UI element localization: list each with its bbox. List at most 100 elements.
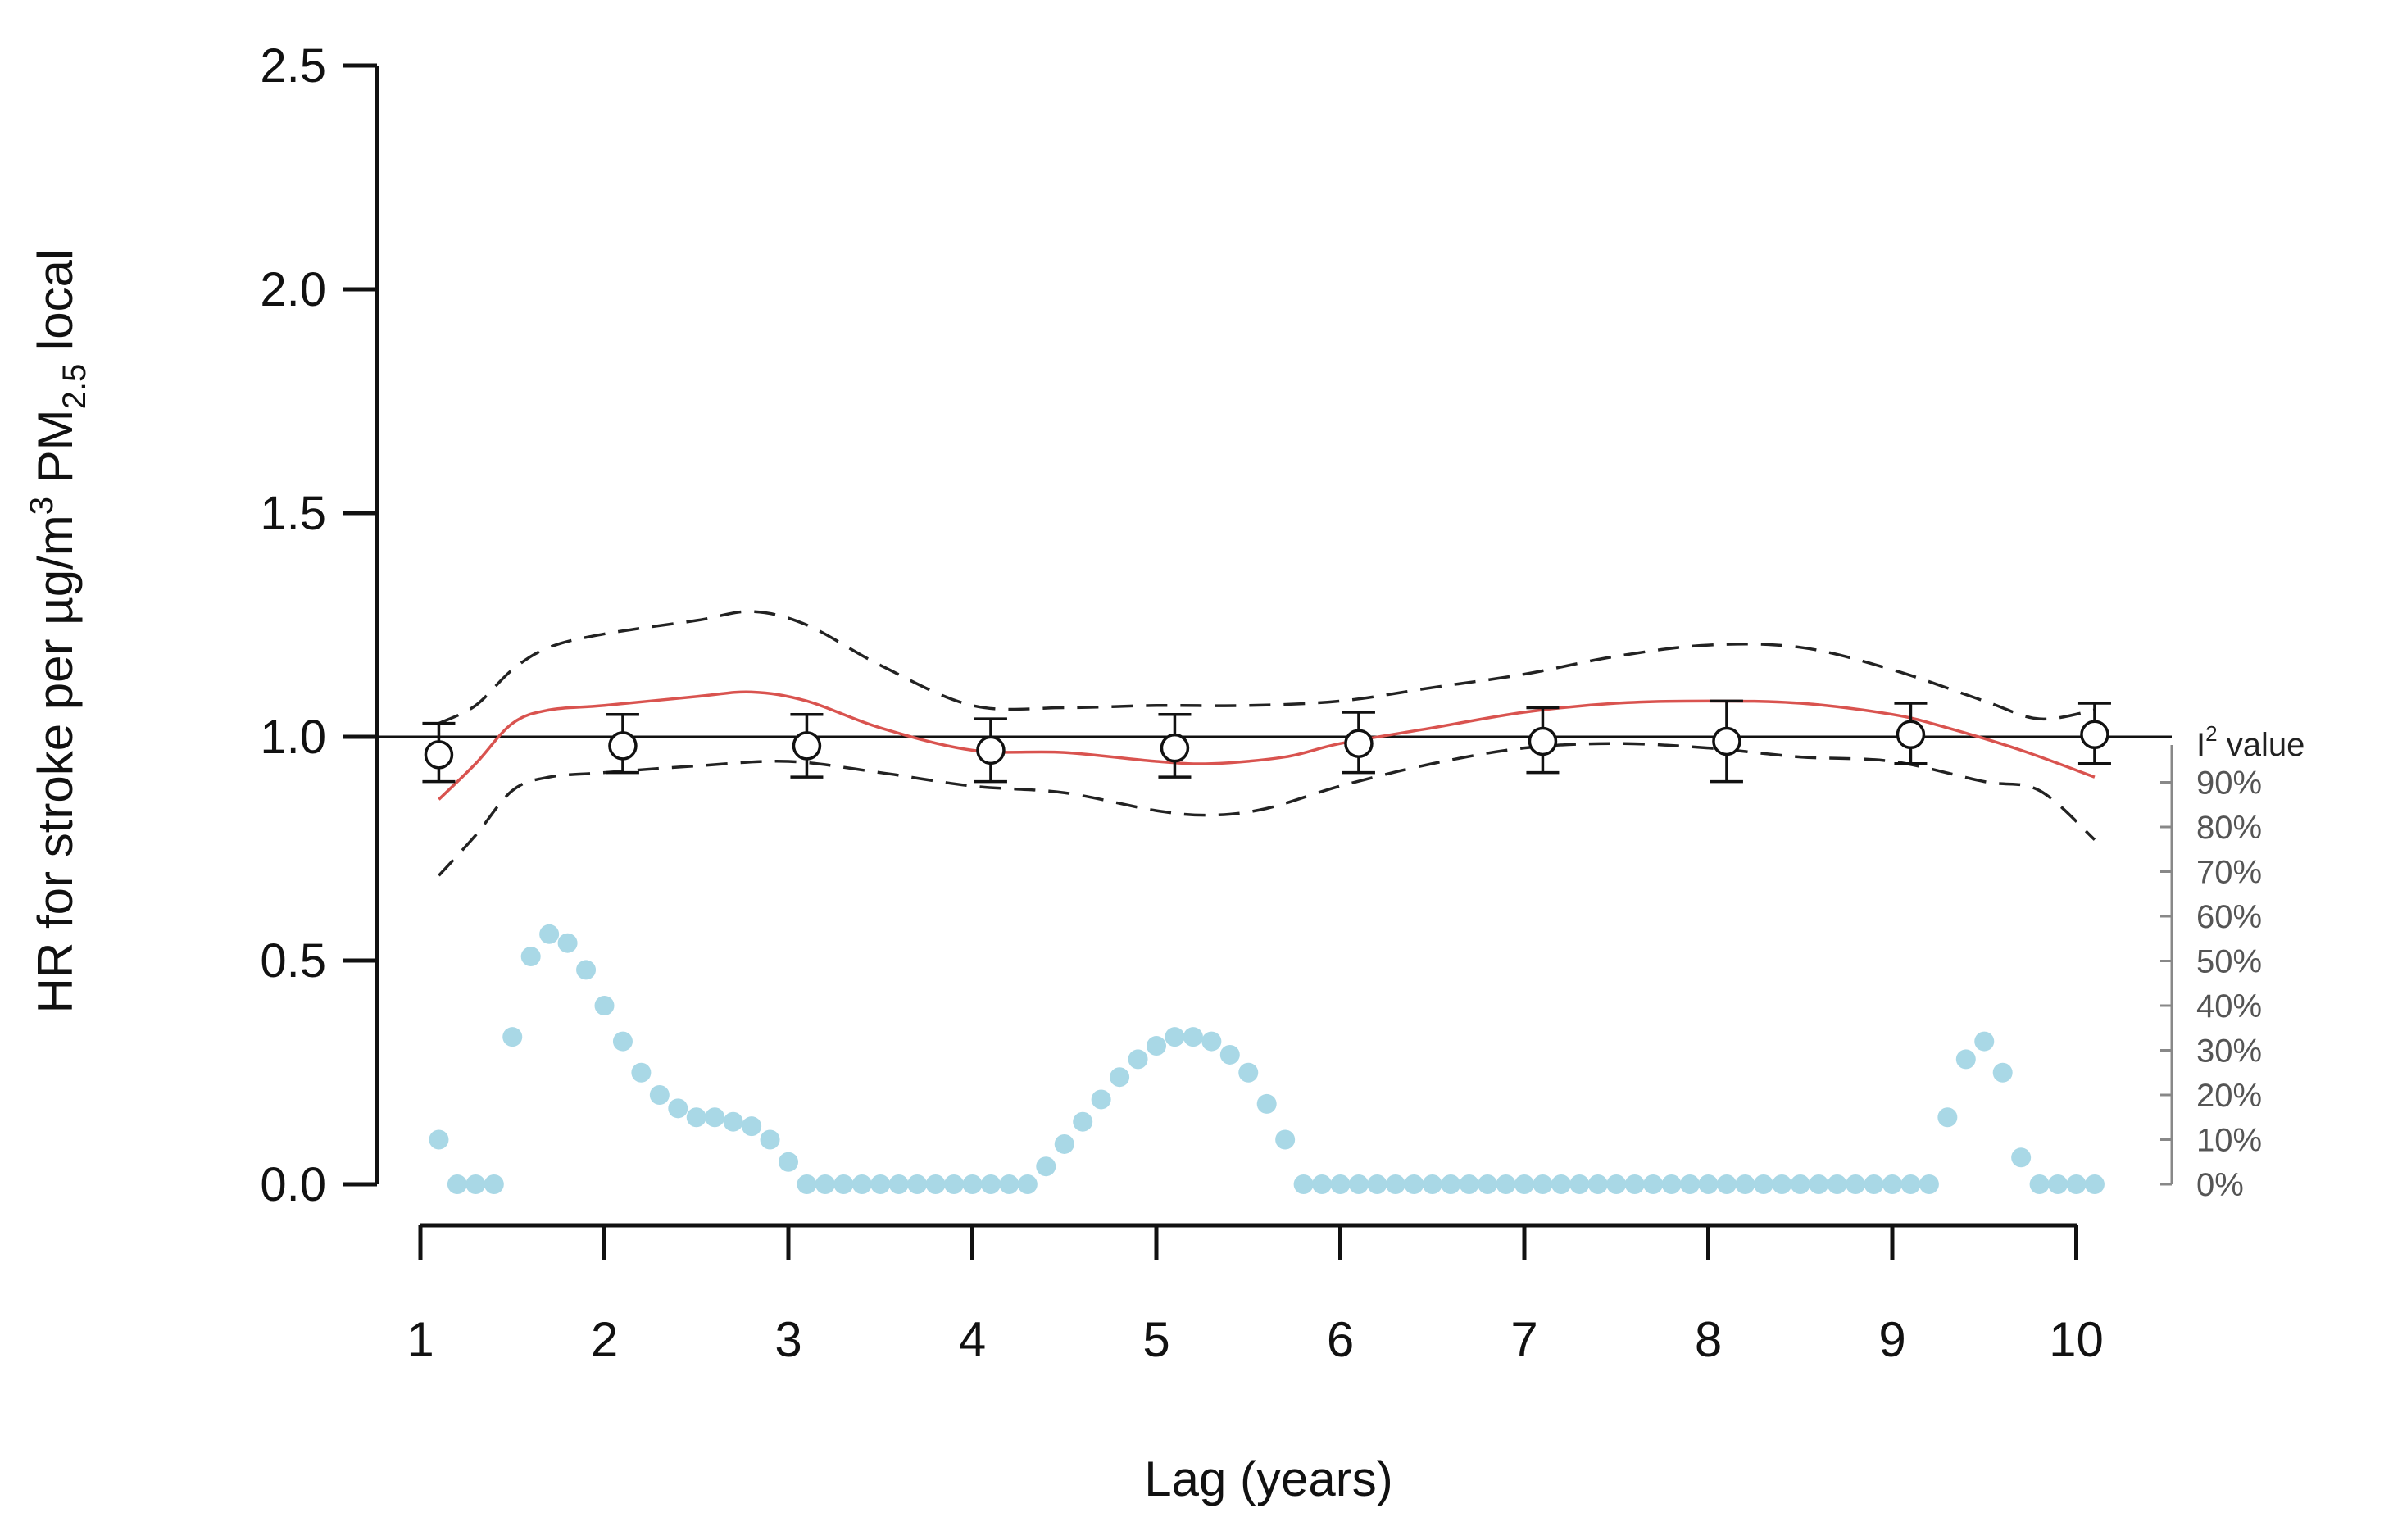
i2-point [1551, 1174, 1571, 1194]
i2-point [980, 1174, 1001, 1194]
i2-point [447, 1174, 467, 1194]
i2-point [723, 1111, 743, 1132]
right-axis-title-sup: 2 [2205, 721, 2217, 746]
i2-point [2066, 1174, 2087, 1194]
right-tick-label: 40% [2196, 988, 2262, 1024]
estimate-point [1342, 711, 1375, 775]
estimate-marker [976, 735, 1006, 765]
i2-point [999, 1174, 1019, 1194]
i2-point [760, 1129, 780, 1150]
i2-point [612, 1031, 633, 1052]
estimate-marker [2080, 720, 2109, 750]
i2-point [1846, 1174, 1866, 1194]
right-axis-title: I2 value [2196, 721, 2305, 763]
estimate-point [1158, 712, 1192, 779]
i2-point [1992, 1062, 2013, 1083]
estimate-point [974, 717, 1007, 784]
i2-point [2084, 1174, 2105, 1194]
x-tick-label: 1 [406, 1312, 434, 1367]
estimate-point [422, 721, 456, 784]
i2-point [1404, 1174, 1424, 1194]
i2-point [944, 1174, 965, 1194]
x-tick-label: 9 [1878, 1312, 1905, 1367]
y-tick-label: 1.0 [260, 711, 326, 764]
right-tick-label: 60% [2196, 899, 2262, 935]
i2-point [1661, 1174, 1682, 1194]
i2-point [1827, 1174, 1847, 1194]
i2-point [668, 1098, 688, 1119]
smoothed-estimate-line [438, 690, 2096, 801]
y-axis-title-middle: PM [28, 409, 83, 497]
i2-point [649, 1085, 670, 1105]
i2-point [1073, 1111, 1093, 1132]
i2-point [1478, 1174, 1498, 1194]
i2-point [851, 1174, 872, 1194]
i2-point [1128, 1049, 1148, 1070]
i2-point [1753, 1174, 1773, 1194]
i2-point [1348, 1174, 1369, 1194]
i2-point [1735, 1174, 1755, 1194]
point-estimates [422, 699, 2111, 784]
right-tick-label: 0% [2196, 1167, 2244, 1203]
y-axis-title: HR for stroke per µg/m3 PM2.5 local [24, 249, 93, 1014]
i2-point [1955, 1049, 1976, 1070]
i2-point [1017, 1174, 1038, 1194]
i2-point [1882, 1174, 1902, 1194]
upper-confidence-line [438, 610, 2096, 725]
estimate-marker [1344, 729, 1374, 758]
y-tick-label: 2.5 [260, 39, 326, 93]
i2-point [797, 1174, 817, 1194]
i2-point [1716, 1174, 1737, 1194]
i2-point [1514, 1174, 1534, 1194]
i2-point [1496, 1174, 1516, 1194]
i2-point [2011, 1147, 2032, 1168]
right-tick-label: 30% [2196, 1033, 2262, 1070]
y-tick-label: 0.5 [260, 934, 326, 988]
i2-point [705, 1107, 725, 1128]
i2-points [429, 924, 2105, 1194]
estimate-marker [1896, 720, 1926, 750]
i2-point [1238, 1062, 1259, 1083]
x-tick-label: 8 [1695, 1312, 1722, 1367]
i2-point [631, 1062, 652, 1083]
i2-point [557, 933, 578, 953]
x-tick-label: 5 [1142, 1312, 1169, 1367]
i2-point [1275, 1129, 1296, 1150]
i2-point [1680, 1174, 1701, 1194]
i2-point [1091, 1089, 1111, 1110]
y-tick-label: 1.5 [260, 487, 326, 540]
i2-point [539, 924, 560, 944]
y-axis-title-sup: 3 [24, 497, 60, 515]
x-axis-title: Lag (years) [1144, 1451, 1392, 1506]
right-axis-title-rest: value [2218, 727, 2305, 763]
i2-point [1624, 1174, 1645, 1194]
i2-point [1900, 1174, 1921, 1194]
y-axis-title-prefix: HR for stroke per µg/m [28, 515, 83, 1013]
i2-point [870, 1174, 891, 1194]
right-tick-label: 70% [2196, 855, 2262, 891]
i2-point [888, 1174, 909, 1194]
i2-point [594, 996, 615, 1015]
i2-point [1441, 1174, 1461, 1194]
x-tick-label: 7 [1510, 1312, 1537, 1367]
i2-point [465, 1174, 486, 1194]
i2-point [1809, 1174, 1829, 1194]
i2-point [1312, 1174, 1333, 1194]
i2-point [1367, 1174, 1387, 1194]
i2-point [1587, 1174, 1608, 1194]
i2-point [429, 1129, 449, 1150]
y-tick-label: 0.0 [260, 1158, 326, 1211]
right-tick-label: 10% [2196, 1123, 2262, 1159]
i2-point [1864, 1174, 1884, 1194]
right-axis-title-main: I [2196, 727, 2205, 763]
right-tick-label: 90% [2196, 765, 2262, 802]
x-tick-label: 4 [959, 1312, 986, 1367]
estimate-point [1894, 702, 1928, 765]
i2-point [1643, 1174, 1664, 1194]
i2-point [1330, 1174, 1351, 1194]
y-axis-title-suffix: local [28, 249, 83, 364]
i2-point [962, 1174, 983, 1194]
i2-point [1533, 1174, 1553, 1194]
estimate-point [1710, 699, 1743, 784]
